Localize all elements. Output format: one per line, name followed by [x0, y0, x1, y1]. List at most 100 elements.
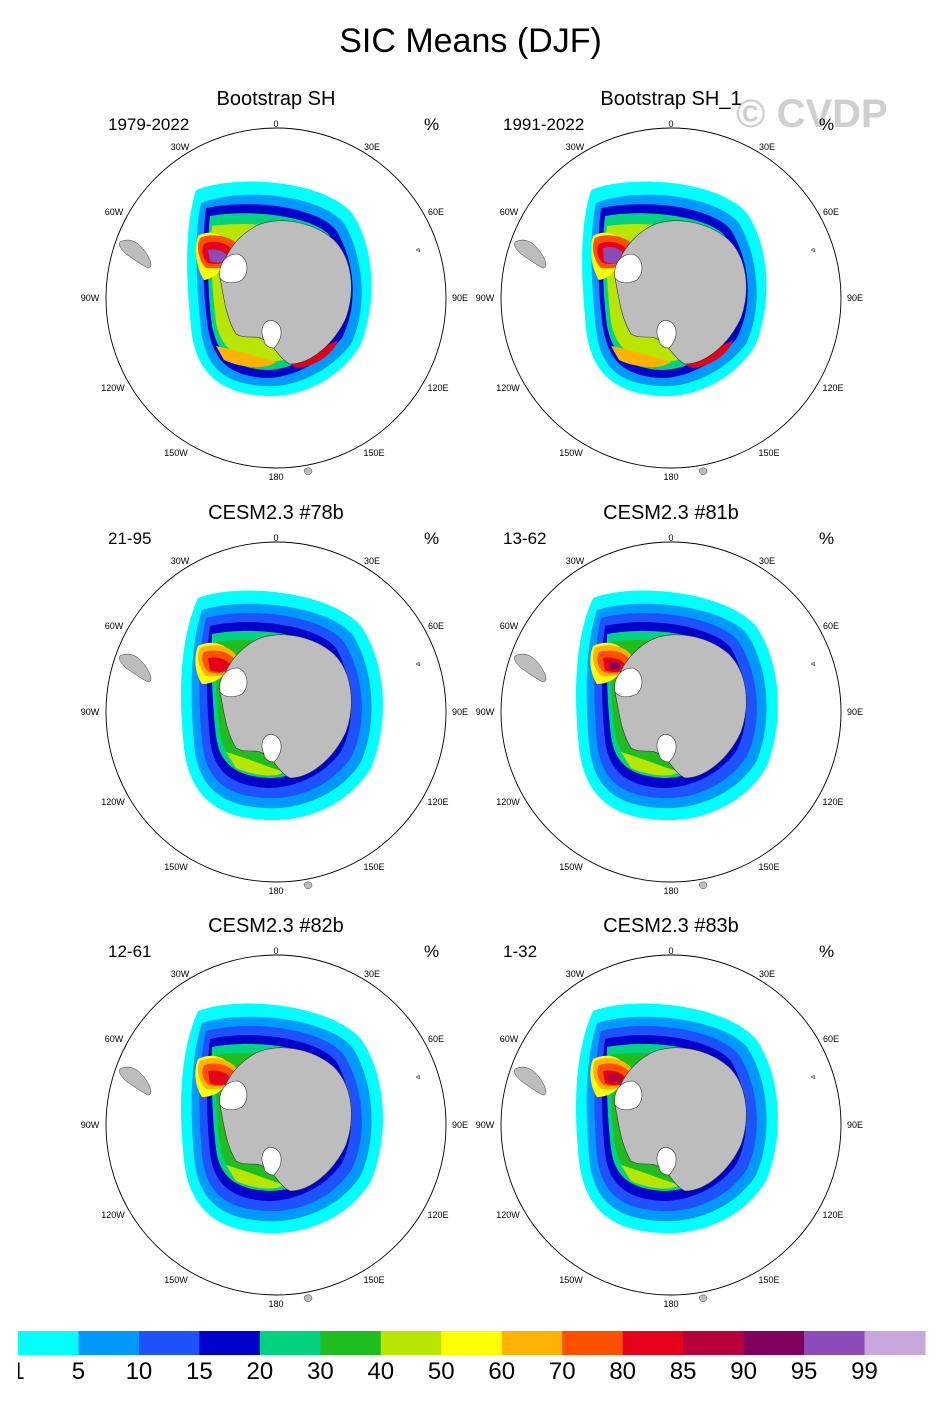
lon-label: 60E — [823, 621, 839, 631]
panel-title: CESM2.3 #82b — [208, 915, 344, 937]
lon-label: 150W — [559, 1275, 583, 1285]
lon-label: 60E — [428, 207, 444, 217]
panel-period: 12-61 — [108, 942, 152, 961]
antarctica-landmass — [514, 634, 816, 889]
polar-map: 0 30E 60E 90E 120E 150E 180 150W 120W 90… — [81, 533, 468, 896]
lon-label: 0 — [273, 946, 278, 956]
lon-label: 0 — [668, 946, 673, 956]
colorbar-tick-label: 20 — [247, 1358, 274, 1385]
lon-label: 30E — [364, 969, 380, 979]
map-panel: CESM2.3 #82b 12-61 % 0 30E — [81, 915, 468, 1315]
colorbar-tick-label: 50 — [428, 1358, 455, 1385]
longitude-labels: 0 30E 60E 90E 120E 150E 180 150W 120W 90… — [81, 533, 468, 896]
lon-label: 60W — [105, 207, 124, 217]
lon-label: 30W — [566, 969, 585, 979]
colorbar-swatch — [501, 1331, 563, 1355]
lon-label: 120W — [101, 383, 125, 393]
colorbar-swatch — [441, 1331, 503, 1355]
longitude-labels: 0 30E 60E 90E 120E 150E 180 150W 120W 90… — [81, 946, 468, 1309]
lon-label: 180 — [663, 1299, 678, 1309]
lon-label: 60W — [105, 621, 124, 631]
longitude-labels: 0 30E 60E 90E 120E 150E 180 150W 120W 90… — [476, 946, 863, 1309]
antarctica-landmass — [514, 220, 816, 475]
lon-label: 60E — [428, 1034, 444, 1044]
lon-label: 120E — [822, 1210, 843, 1220]
lon-label: 150E — [758, 862, 779, 872]
lon-label: 120E — [822, 797, 843, 807]
lon-label: 60W — [500, 1034, 519, 1044]
panel-unit: % — [424, 942, 440, 961]
lon-label: 30E — [759, 142, 775, 152]
lon-label: 30W — [566, 556, 585, 566]
lon-label: 0 — [273, 533, 278, 543]
colorbar-swatch — [199, 1331, 261, 1355]
lon-label: 120E — [427, 383, 448, 393]
panel-unit: % — [424, 529, 440, 548]
lon-label: 0 — [668, 533, 673, 543]
lon-label: 120E — [427, 1210, 448, 1220]
map-boundary-circle — [105, 954, 447, 1296]
colorbar-tick-label: 85 — [670, 1358, 697, 1385]
lon-label: 90E — [452, 707, 468, 717]
lon-label: 30W — [566, 142, 585, 152]
colorbar-tick-label: 99 — [851, 1358, 878, 1385]
polar-map: 0 30E 60E 90E 120E 150E 180 150W 120W 90… — [81, 946, 468, 1309]
map-boundary-circle — [500, 127, 842, 469]
longitude-labels: 0 30E 60E 90E 120E 150E 180 150W 120W 90… — [476, 533, 863, 896]
lon-label: 180 — [663, 472, 678, 482]
panel-unit: % — [819, 529, 835, 548]
lon-label: 150E — [758, 1275, 779, 1285]
colorbar-swatch — [743, 1331, 805, 1355]
colorbar-swatch — [18, 1331, 79, 1355]
map-panel: Bootstrap SH_1 1991-2022 % 0 30E — [476, 88, 863, 488]
lon-label: 60W — [105, 1034, 124, 1044]
longitude-labels: 0 30E 60E 90E 120E 150E 180 150W 120W 90… — [476, 119, 863, 482]
lon-label: 90E — [847, 1120, 863, 1130]
colorbar-tick-label: 90 — [730, 1358, 757, 1385]
lon-label: 150W — [164, 1275, 188, 1285]
panel-unit: % — [819, 942, 835, 961]
colorbar-swatch — [562, 1331, 624, 1355]
lon-label: 60E — [428, 621, 444, 631]
colorbar-tick-label: 95 — [791, 1358, 818, 1385]
lon-label: 60W — [500, 207, 519, 217]
antarctica-landmass — [119, 1047, 421, 1302]
panel-title: CESM2.3 #81b — [603, 502, 739, 524]
lon-label: 30E — [364, 556, 380, 566]
lon-label: 150W — [164, 862, 188, 872]
colorbar-labels: 1510152030405060708085909599 — [18, 1358, 878, 1385]
colorbar-tick-label: 60 — [488, 1358, 515, 1385]
lon-label: 150E — [758, 448, 779, 458]
lon-label: 30W — [171, 556, 190, 566]
lon-label: 120W — [101, 1210, 125, 1220]
colorbar-tick-label: 10 — [126, 1358, 153, 1385]
lon-label: 120E — [427, 797, 448, 807]
polar-map: 0 30E 60E 90E 120E 150E 180 150W 120W 90… — [476, 946, 863, 1309]
polar-map: 0 30E 60E 90E 120E 150E 180 150W 120W 90… — [476, 119, 863, 482]
map-panel: CESM2.3 #83b 1-32 % 0 30E — [476, 915, 863, 1315]
lon-label: 90W — [476, 707, 495, 717]
panel-unit: % — [424, 115, 440, 134]
colorbar-swatch — [804, 1331, 866, 1355]
antarctica-landmass — [119, 220, 421, 475]
panel-period: 1979-2022 — [108, 115, 190, 134]
panel-period: 1991-2022 — [503, 115, 585, 134]
lon-label: 0 — [668, 119, 673, 129]
colorbar-swatch — [622, 1331, 684, 1355]
lon-label: 120W — [496, 1210, 520, 1220]
panel-title: CESM2.3 #78b — [208, 502, 344, 524]
map-panel: CESM2.3 #78b 21-95 % 0 30E — [81, 502, 468, 902]
lon-label: 30W — [171, 969, 190, 979]
panel-period: 1-32 — [503, 942, 538, 961]
colorbar-tick-label: 1 — [18, 1358, 25, 1385]
colorbar-tick-label: 80 — [609, 1358, 636, 1385]
lon-label: 180 — [663, 886, 678, 896]
lon-label: 150W — [559, 862, 583, 872]
lon-label: 180 — [268, 472, 283, 482]
lon-label: 90E — [847, 707, 863, 717]
map-boundary-circle — [500, 954, 842, 1296]
colorbar-swatch — [138, 1331, 200, 1355]
lon-label: 180 — [268, 1299, 283, 1309]
colorbar-swatch — [683, 1331, 745, 1355]
cvdp-watermark: © CVDP — [736, 92, 888, 136]
